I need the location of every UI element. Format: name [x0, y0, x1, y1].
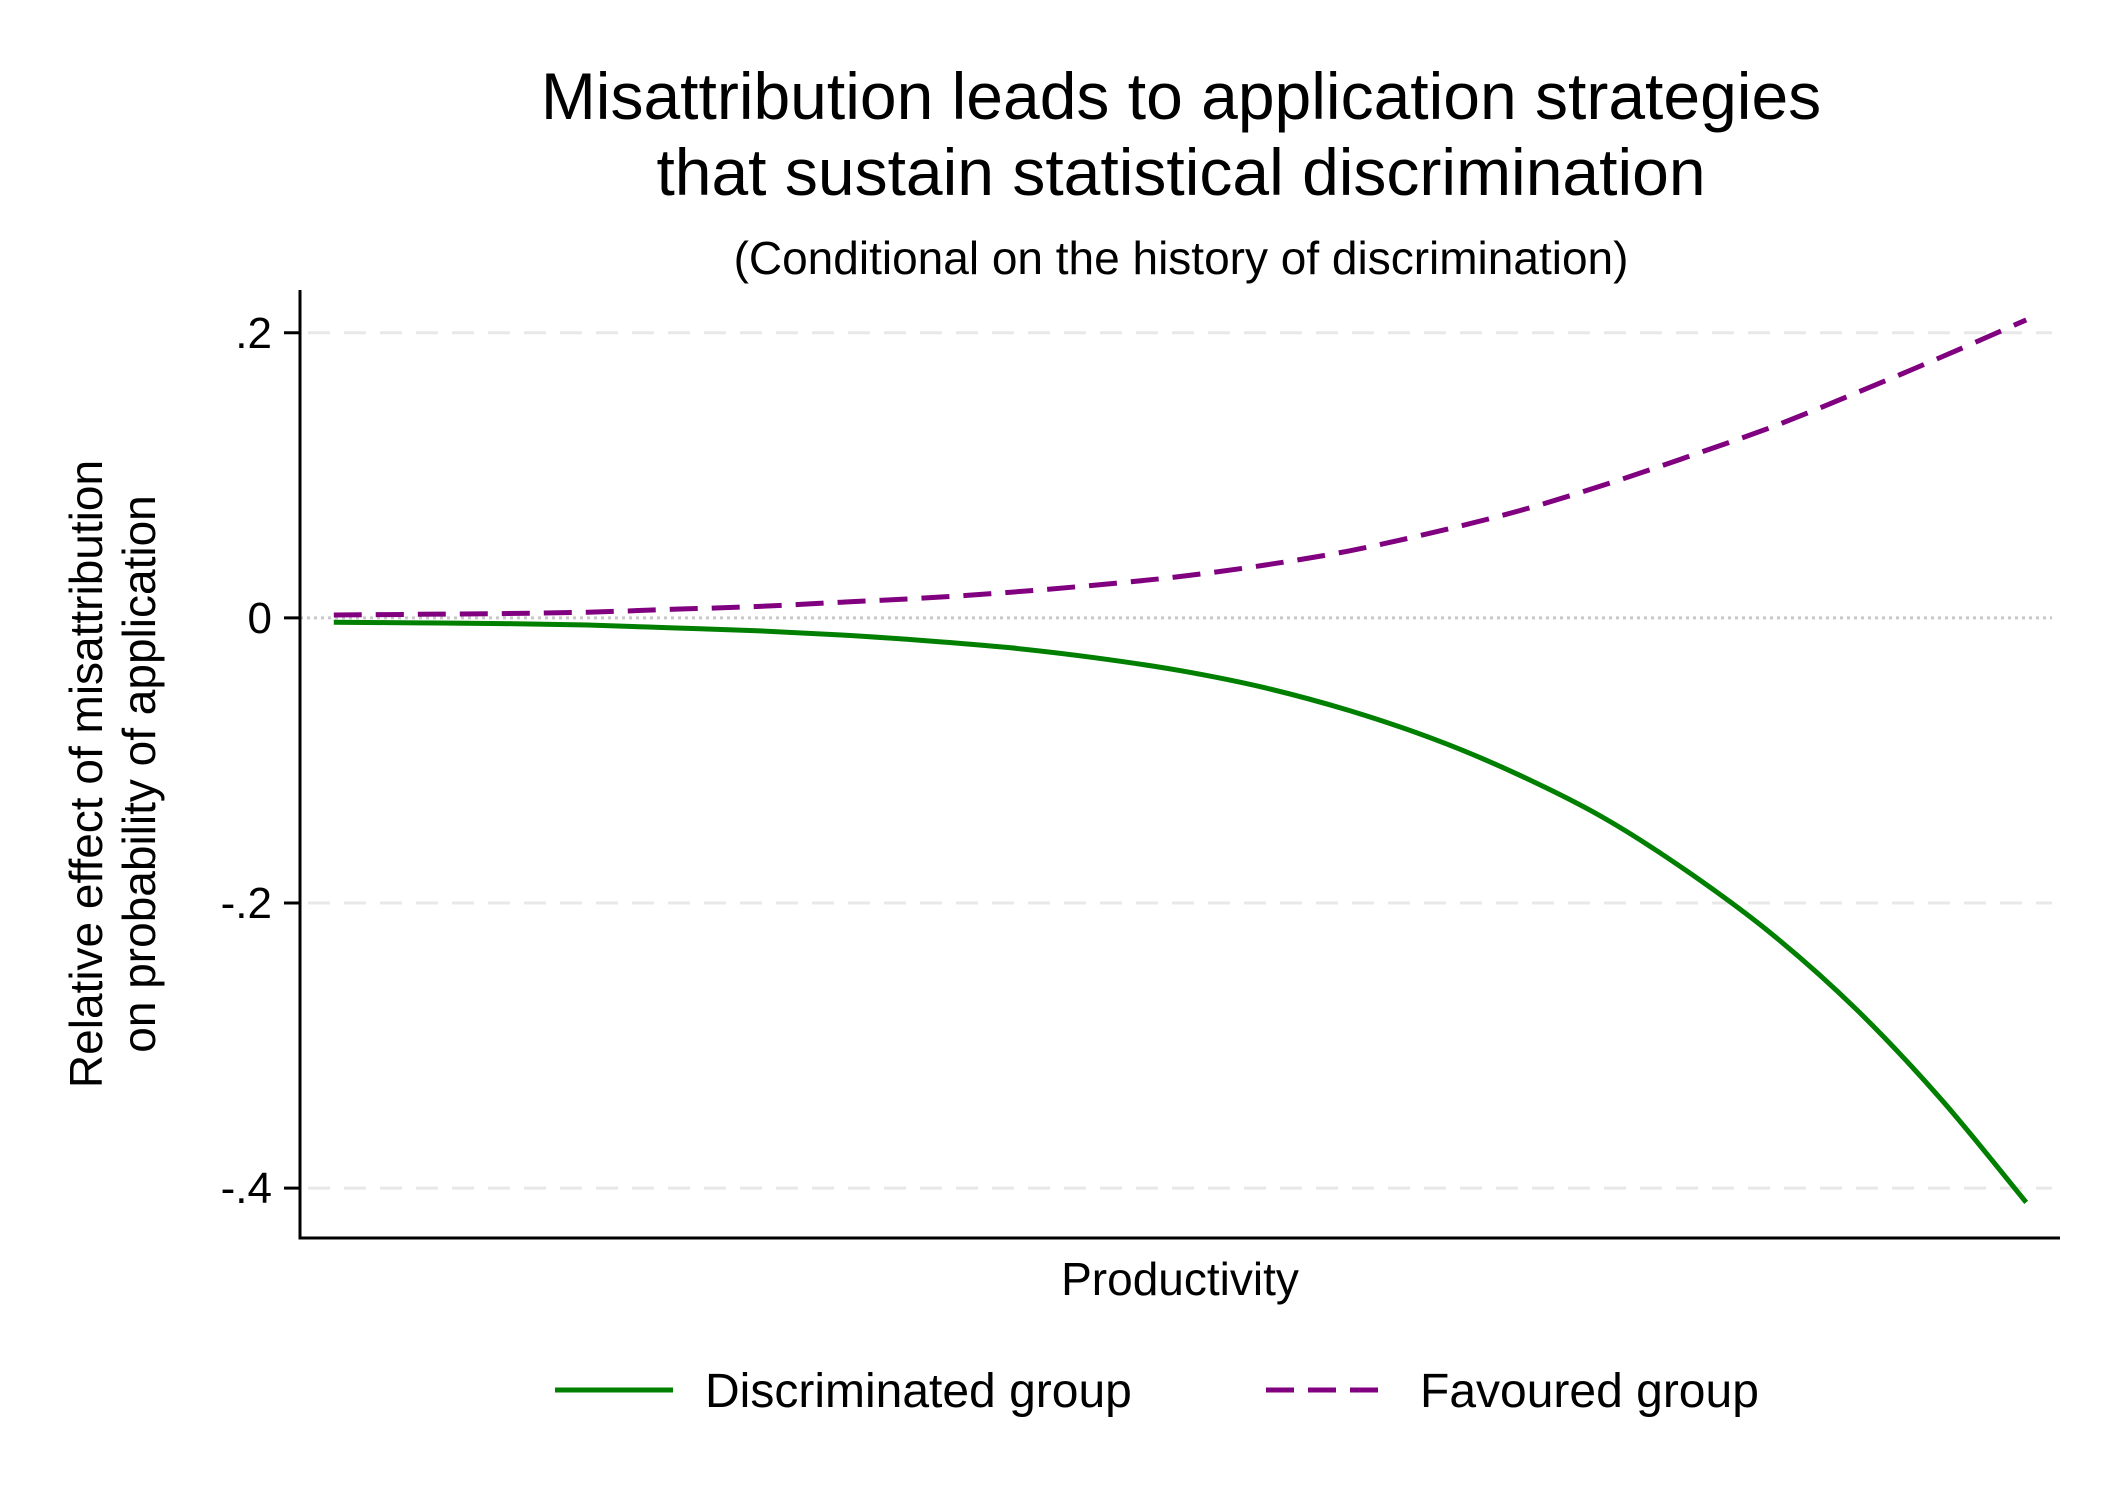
x-axis-title: Productivity: [1061, 1253, 1299, 1305]
y-tick-label: -.4: [221, 1164, 272, 1213]
series-line-favoured-group: [333, 317, 2028, 618]
y-axis-title-line-1: Relative effect of misattribution: [60, 460, 112, 1088]
chart-subtitle: (Conditional on the history of discrimin…: [733, 232, 1629, 284]
chart-title-line-2: that sustain statistical discrimination: [656, 135, 1706, 209]
grid-lines: [308, 331, 2052, 1190]
chart-title-line-1: Misattribution leads to application stra…: [540, 59, 1822, 133]
y-tick-label: .2: [235, 309, 272, 358]
y-ticks: .2 0 -.2 -.4: [221, 309, 300, 1213]
y-axis-title-line-2: on probability of application: [113, 495, 165, 1052]
axes: [298, 290, 2060, 1240]
y-axis-title: Relative effect of misattribution on pro…: [60, 460, 165, 1088]
y-tick-label: -.2: [221, 879, 272, 928]
series-line-discriminated-group: [333, 619, 2029, 1204]
legend-label-favoured-group: Favoured group: [1420, 1365, 1759, 1418]
legend-label-discriminated-group: Discriminated group: [705, 1365, 1132, 1418]
legend: Discriminated group Favoured group: [555, 1365, 1759, 1418]
series-lines: [333, 317, 2029, 1204]
y-tick-label: 0: [248, 594, 272, 643]
